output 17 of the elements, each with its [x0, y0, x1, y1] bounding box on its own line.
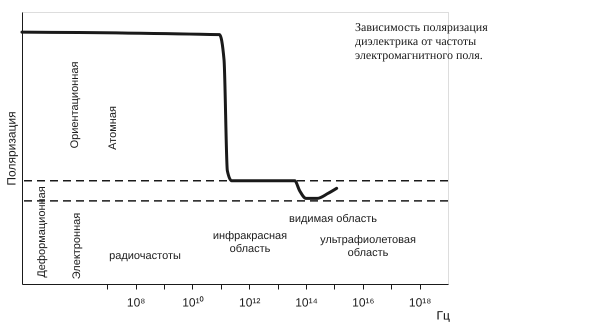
annotation: Электронная	[71, 212, 83, 280]
x-tick-label: 10¹²	[239, 296, 260, 310]
y-axis-title: Поляризация	[4, 111, 18, 186]
annotation: Атомная	[107, 106, 119, 150]
annotation: Деформационная	[36, 186, 48, 278]
chart-title: Зависимость поляризация диэлектрика от частоты электромагнитного поля.	[355, 20, 488, 62]
x-tick-label: 10¹⁶	[352, 296, 374, 310]
x-tick-label: 10¹⁸	[408, 296, 432, 310]
annotation: Ориентационная	[69, 62, 81, 148]
x-axis-title: Гц	[436, 308, 450, 322]
annotation: ультрафиолетовая область	[320, 234, 416, 259]
x-tick-label: 10⁸	[126, 296, 146, 310]
annotation: видимая область	[289, 213, 378, 225]
annotation: радиочастоты	[109, 250, 181, 262]
annotation: инфракрасная область	[212, 230, 288, 255]
x-tick-label: 10¹⁰	[182, 296, 204, 310]
x-tick-label: 10¹⁴	[295, 296, 318, 310]
